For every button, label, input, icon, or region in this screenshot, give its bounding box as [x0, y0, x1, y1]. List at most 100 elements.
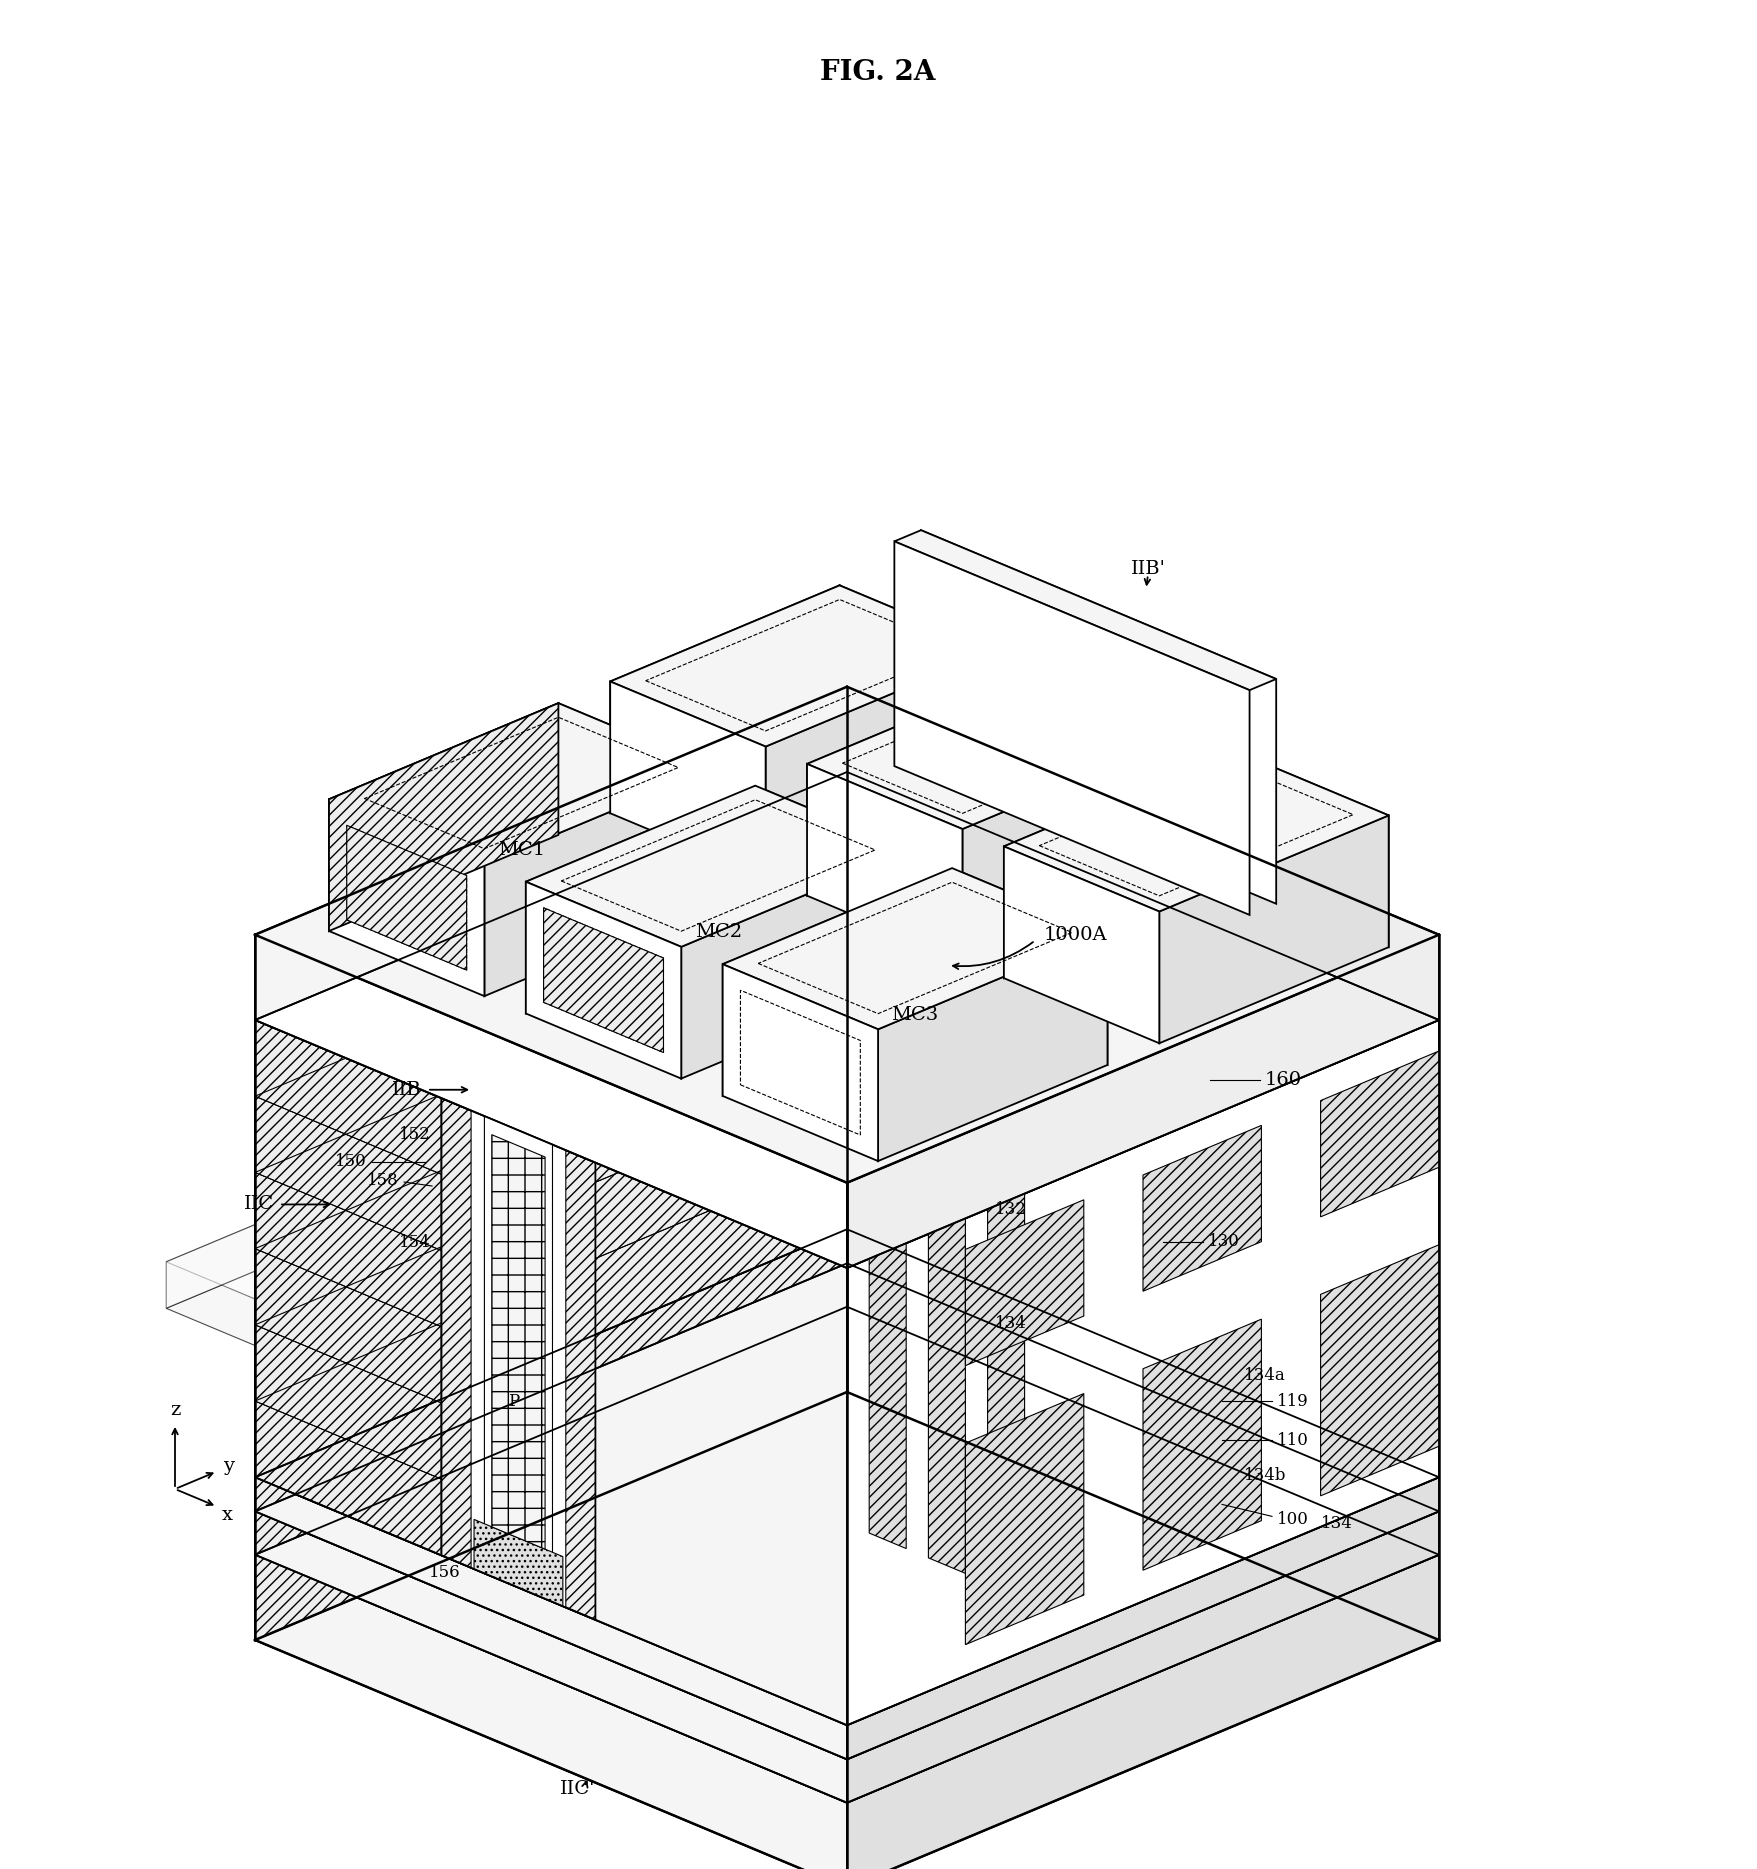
- Text: MC2: MC2: [694, 923, 741, 942]
- Polygon shape: [963, 733, 1191, 961]
- Polygon shape: [847, 934, 1439, 1267]
- Text: 110: 110: [1277, 1432, 1309, 1448]
- Polygon shape: [722, 964, 878, 1161]
- Polygon shape: [1233, 749, 1388, 948]
- Polygon shape: [255, 1097, 441, 1250]
- Polygon shape: [471, 1110, 566, 1607]
- Polygon shape: [610, 585, 994, 746]
- Polygon shape: [255, 1402, 441, 1555]
- Text: IIC: IIC: [244, 1196, 274, 1213]
- Text: IIB': IIB': [1130, 561, 1165, 578]
- Polygon shape: [255, 772, 847, 1097]
- Polygon shape: [255, 1392, 1439, 1869]
- Text: 158: 158: [367, 1172, 399, 1189]
- Text: 160: 160: [1265, 1071, 1302, 1088]
- Polygon shape: [894, 542, 1249, 916]
- Polygon shape: [329, 703, 713, 863]
- Polygon shape: [806, 667, 1037, 895]
- Polygon shape: [878, 933, 1107, 1161]
- Text: 154: 154: [399, 1234, 430, 1250]
- Polygon shape: [255, 1512, 847, 1804]
- Polygon shape: [847, 1512, 1439, 1804]
- Polygon shape: [1144, 1125, 1262, 1291]
- Text: MC1: MC1: [497, 841, 545, 858]
- Text: 152: 152: [399, 1125, 430, 1142]
- Polygon shape: [329, 703, 559, 931]
- Polygon shape: [847, 1477, 1439, 1759]
- Polygon shape: [766, 650, 994, 878]
- Polygon shape: [255, 686, 1439, 1183]
- Text: IIB: IIB: [392, 1080, 422, 1099]
- Polygon shape: [255, 1555, 847, 1869]
- Polygon shape: [921, 531, 1276, 905]
- Polygon shape: [255, 1153, 847, 1477]
- Polygon shape: [255, 1325, 441, 1478]
- Polygon shape: [1003, 847, 1160, 1043]
- Polygon shape: [255, 1230, 847, 1512]
- Polygon shape: [255, 1230, 1439, 1725]
- Polygon shape: [255, 849, 847, 1172]
- Text: 1000A: 1000A: [1044, 927, 1107, 944]
- Polygon shape: [847, 1020, 1439, 1725]
- Polygon shape: [525, 882, 682, 1078]
- Polygon shape: [329, 800, 485, 996]
- Polygon shape: [255, 1306, 1439, 1804]
- Polygon shape: [870, 1106, 907, 1549]
- Polygon shape: [936, 1026, 1158, 1120]
- Polygon shape: [928, 1131, 965, 1574]
- Polygon shape: [965, 1200, 1084, 1366]
- Polygon shape: [1321, 1245, 1439, 1495]
- Polygon shape: [559, 703, 713, 901]
- Polygon shape: [485, 1116, 552, 1555]
- Polygon shape: [492, 1134, 545, 1549]
- Polygon shape: [474, 1519, 562, 1605]
- Text: 134b: 134b: [1244, 1467, 1286, 1484]
- Polygon shape: [255, 1172, 441, 1327]
- Polygon shape: [525, 785, 756, 1013]
- Polygon shape: [840, 585, 994, 783]
- Polygon shape: [847, 1555, 1439, 1869]
- Polygon shape: [346, 826, 467, 970]
- Text: z: z: [170, 1402, 181, 1419]
- Polygon shape: [255, 1306, 847, 1639]
- Polygon shape: [167, 989, 907, 1299]
- Text: x: x: [221, 1506, 232, 1523]
- Polygon shape: [965, 1394, 1084, 1645]
- Polygon shape: [894, 531, 1276, 690]
- Polygon shape: [682, 850, 910, 1078]
- Text: 150: 150: [336, 1153, 367, 1170]
- Polygon shape: [1144, 1320, 1262, 1570]
- Polygon shape: [441, 1024, 773, 1163]
- Polygon shape: [610, 585, 840, 813]
- Polygon shape: [610, 682, 766, 878]
- Polygon shape: [817, 1077, 1040, 1168]
- Polygon shape: [441, 1099, 596, 1620]
- Text: P: P: [508, 1392, 518, 1409]
- Polygon shape: [1003, 749, 1388, 912]
- Text: 134: 134: [1321, 1516, 1353, 1533]
- Polygon shape: [722, 867, 952, 1095]
- Polygon shape: [255, 1263, 1439, 1759]
- Polygon shape: [255, 772, 1439, 1267]
- Text: 134a: 134a: [1244, 1366, 1286, 1383]
- Polygon shape: [543, 908, 664, 1052]
- Polygon shape: [806, 764, 963, 961]
- Polygon shape: [255, 934, 847, 1267]
- Polygon shape: [525, 785, 910, 948]
- Text: 130: 130: [1207, 1234, 1240, 1250]
- Polygon shape: [806, 667, 1191, 830]
- Polygon shape: [722, 867, 1107, 1030]
- Polygon shape: [756, 785, 910, 983]
- Polygon shape: [987, 1157, 1024, 1598]
- Polygon shape: [952, 867, 1107, 1065]
- Text: IIC': IIC': [560, 1779, 596, 1798]
- Polygon shape: [255, 925, 847, 1248]
- Polygon shape: [1003, 749, 1233, 977]
- Text: 132: 132: [994, 1202, 1028, 1219]
- Polygon shape: [1037, 667, 1191, 865]
- Polygon shape: [847, 686, 1439, 1020]
- Polygon shape: [255, 686, 847, 1020]
- Polygon shape: [1321, 1050, 1439, 1217]
- Polygon shape: [255, 1020, 441, 1174]
- Polygon shape: [1160, 815, 1388, 1043]
